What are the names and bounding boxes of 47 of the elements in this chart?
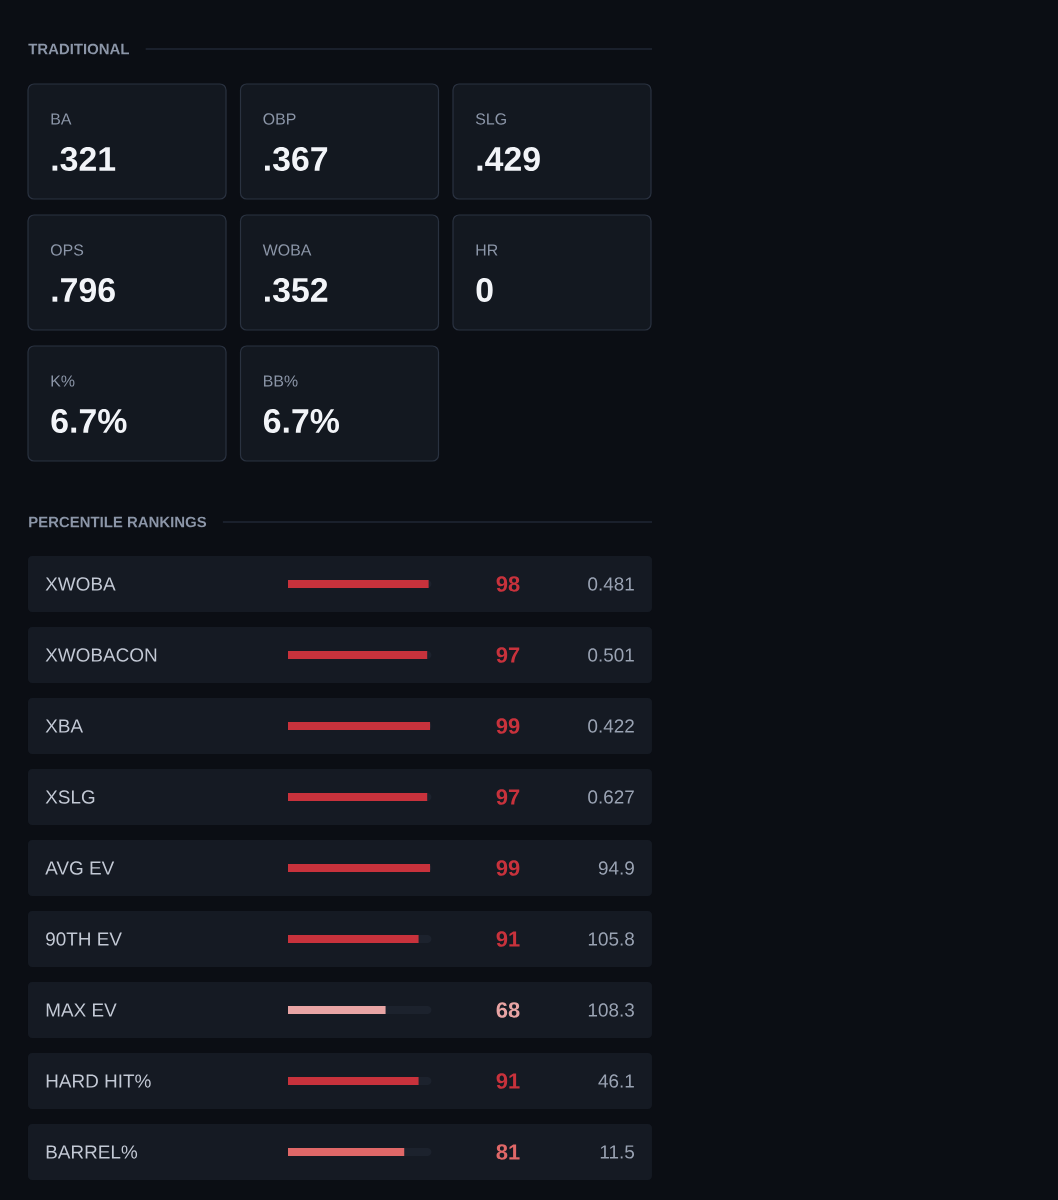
text: 6.7% [51,409,127,433]
y-tick-label: AVG EV [45,861,115,875]
text: .796 [52,278,115,302]
y-tick-label: 90TH EV [46,932,122,946]
bar [288,651,428,660]
text: .367 [265,146,328,172]
text: TRADITIONAL [28,43,130,55]
category-label: K% [51,375,75,387]
data-label: 81 [496,1144,520,1160]
y-tick-label: XWOBA [45,577,116,591]
category-label: OPS [50,244,84,256]
y-tick-label: MAX EV [46,1003,117,1017]
data-label: 98 [496,576,520,592]
data-label: 68 [496,1002,520,1018]
text: 0.501 [588,648,634,662]
text: 0.481 [588,577,634,591]
data-label: 97 [496,789,520,805]
category-label: WOBA [262,244,312,256]
text: 11.5 [600,1145,635,1159]
text: PERCENTILE RANKINGS [29,516,207,528]
data-label: 97 [496,647,520,663]
y-tick-label: XSLG [45,790,95,804]
text: 105.8 [588,932,634,946]
text: .321 [52,146,116,172]
y-tick-label: XWOBACON [45,648,157,662]
category-label: HR [476,244,498,256]
text: 0.422 [588,719,634,733]
y-tick-label: XBA [45,719,84,733]
bar [288,793,428,802]
text: 0.627 [588,790,634,804]
data-label: 91 [496,931,520,947]
text: 6.7% [263,409,340,433]
category-label: BA [51,113,72,125]
text: 108.3 [588,1003,634,1017]
text: 46.1 [598,1074,634,1088]
text: 0 [476,278,493,302]
data-label: 91 [496,1073,520,1089]
text: .429 [477,147,540,171]
y-tick-label: BARREL% [46,1145,138,1159]
category-label: BB% [264,375,298,387]
category-label: OBP [263,113,296,125]
y-tick-label: HARD HIT% [46,1074,151,1088]
data-label: 99 [496,718,520,734]
text: .352 [265,277,328,303]
text: 94.9 [598,861,634,875]
data-label: 99 [496,860,520,876]
category-label: SLG [475,113,506,125]
